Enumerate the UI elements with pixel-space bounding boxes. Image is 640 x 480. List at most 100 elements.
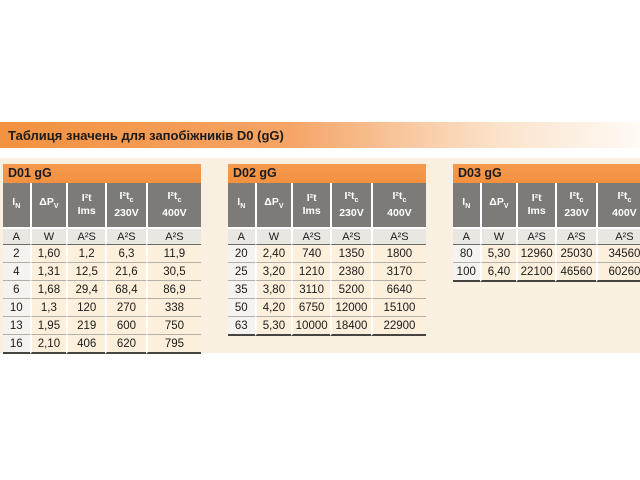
header-row: IN ΔPV I²t Ims I²tc 230V I²tc 400V [228, 183, 426, 227]
value-cell: 1,31 [29, 262, 67, 280]
table-row: 16 2,10 406 620 795 [3, 334, 201, 354]
column-symbol-subscript: c [627, 197, 632, 205]
unit-cell: A²S [516, 227, 556, 245]
value-cell: 12000 [330, 298, 371, 316]
value-cell: 1,68 [29, 280, 67, 298]
value-cell: 1,95 [29, 316, 67, 334]
unit-cell: A²S [66, 227, 106, 245]
column-header: IN [453, 183, 480, 227]
value-cell: 1,2 [66, 245, 106, 262]
column-symbol-subscript: V [278, 203, 284, 211]
column-symbol: I [462, 196, 466, 209]
value-cell: 50 [228, 298, 255, 316]
value-cell: 12,5 [66, 262, 106, 280]
column-symbol-subscript: c [402, 197, 407, 205]
value-cell: 3,80 [254, 280, 292, 298]
column-symbol: ΔP [489, 196, 504, 209]
value-cell: 34560 [595, 245, 640, 262]
value-cell: 16 [3, 334, 30, 354]
column-subtitle: 400V [162, 207, 187, 220]
value-cell: 740 [291, 245, 331, 262]
value-cell: 5,30 [479, 245, 517, 262]
column-header: I²t Ims [291, 183, 331, 227]
table-row: 100 6,40 22100 46560 60260 [453, 262, 640, 282]
value-cell: 12960 [516, 245, 556, 262]
value-cell: 1350 [330, 245, 371, 262]
value-cell: 219 [66, 316, 106, 334]
column-symbol-subscript: V [53, 203, 59, 211]
value-cell: 2 [3, 245, 30, 262]
unit-cell: W [254, 227, 292, 245]
value-cell: 1210 [291, 262, 331, 280]
value-cell: 6,40 [479, 262, 517, 282]
fuse-tables-panel: D01 gG IN ΔPV I²t Ims I²tc 230V I²tc 400V A W A²S A²… [0, 158, 640, 354]
unit-cell: A²S [370, 227, 426, 245]
value-cell: 13 [3, 316, 30, 334]
table-row: 20 2,40 740 1350 1800 [228, 245, 426, 262]
value-cell: 63 [228, 316, 255, 336]
unit-cell: W [29, 227, 67, 245]
column-symbol: I²t [569, 189, 580, 202]
value-cell: 1,60 [29, 245, 67, 262]
unit-cell: A²S [105, 227, 146, 245]
value-cell: 35 [228, 280, 255, 298]
values-table: IN ΔPV I²t Ims I²tc 230V I²tc 400V A W A²S A²S A²S 80… [453, 183, 640, 282]
value-cell: 6 [3, 280, 30, 298]
column-symbol: I²t [306, 192, 317, 204]
column-header: IN [228, 183, 255, 227]
column-symbol-subscript: c [354, 197, 359, 205]
value-cell: 80 [453, 245, 480, 262]
unit-cell: A²S [145, 227, 201, 245]
units-row: A W A²S A²S A²S [453, 227, 640, 245]
value-cell: 10 [3, 298, 30, 316]
value-cell: 120 [66, 298, 106, 316]
header-row: IN ΔPV I²t Ims I²tc 230V I²tc 400V [453, 183, 640, 227]
value-cell: 2,10 [29, 334, 67, 354]
value-cell: 25030 [555, 245, 596, 262]
column-symbol-subscript: N [15, 203, 21, 211]
value-cell: 29,4 [66, 280, 106, 298]
column-subtitle: Ims [302, 205, 321, 217]
value-cell: 3170 [370, 262, 426, 280]
column-header: I²tc 230V [330, 183, 371, 227]
value-cell: 11,9 [145, 245, 201, 262]
table-row: 80 5,30 12960 25030 34560 [453, 245, 640, 262]
column-symbol: I²t [167, 189, 178, 202]
values-table: IN ΔPV I²t Ims I²tc 230V I²tc 400V A W A²S A²S A²S 2 1… [3, 183, 201, 354]
table-row: 6 1,68 29,4 68,4 86,9 [3, 280, 201, 298]
column-symbol-subscript: c [129, 197, 134, 205]
value-cell: 600 [105, 316, 146, 334]
table-row: 50 4,20 6750 12000 15100 [228, 298, 426, 316]
column-subtitle: 230V [339, 207, 364, 220]
column-symbol: I²t [617, 189, 628, 202]
value-cell: 4 [3, 262, 30, 280]
unit-cell: W [479, 227, 517, 245]
column-subtitle: 230V [114, 207, 139, 220]
fuse-table-2: D02 gG IN ΔPV I²t Ims I²tc 230V I²tc 400V A W A²S A²… [228, 164, 426, 336]
column-subtitle: Ims [77, 205, 96, 217]
column-symbol: I²t [531, 192, 542, 204]
column-subtitle: 400V [612, 207, 637, 220]
column-header: I²tc 230V [105, 183, 146, 227]
table-row: 25 3,20 1210 2380 3170 [228, 262, 426, 280]
column-header: I²tc 400V [370, 183, 426, 227]
fuse-table-3: D03 gG IN ΔPV I²t Ims I²tc 230V I²tc 400V A W A²S A²… [453, 164, 640, 282]
column-subtitle: 400V [387, 207, 412, 220]
column-header: IN [3, 183, 30, 227]
value-cell: 30,5 [145, 262, 201, 280]
value-cell: 10000 [291, 316, 331, 336]
value-cell: 2380 [330, 262, 371, 280]
column-header: I²t Ims [66, 183, 106, 227]
value-cell: 46560 [555, 262, 596, 282]
unit-cell: A [453, 227, 480, 245]
value-cell: 6,3 [105, 245, 146, 262]
units-row: A W A²S A²S A²S [3, 227, 201, 245]
unit-cell: A²S [555, 227, 596, 245]
section-title: Таблиця значень для запобіжників D0 (gG) [8, 127, 284, 143]
column-symbol-subscript: N [465, 203, 471, 211]
values-table: IN ΔPV I²t Ims I²tc 230V I²tc 400V A W A²S A²S A²S 20… [228, 183, 426, 336]
unit-cell: A [3, 227, 30, 245]
unit-cell: A²S [595, 227, 640, 245]
column-symbol: ΔP [39, 196, 54, 209]
value-cell: 15100 [370, 298, 426, 316]
